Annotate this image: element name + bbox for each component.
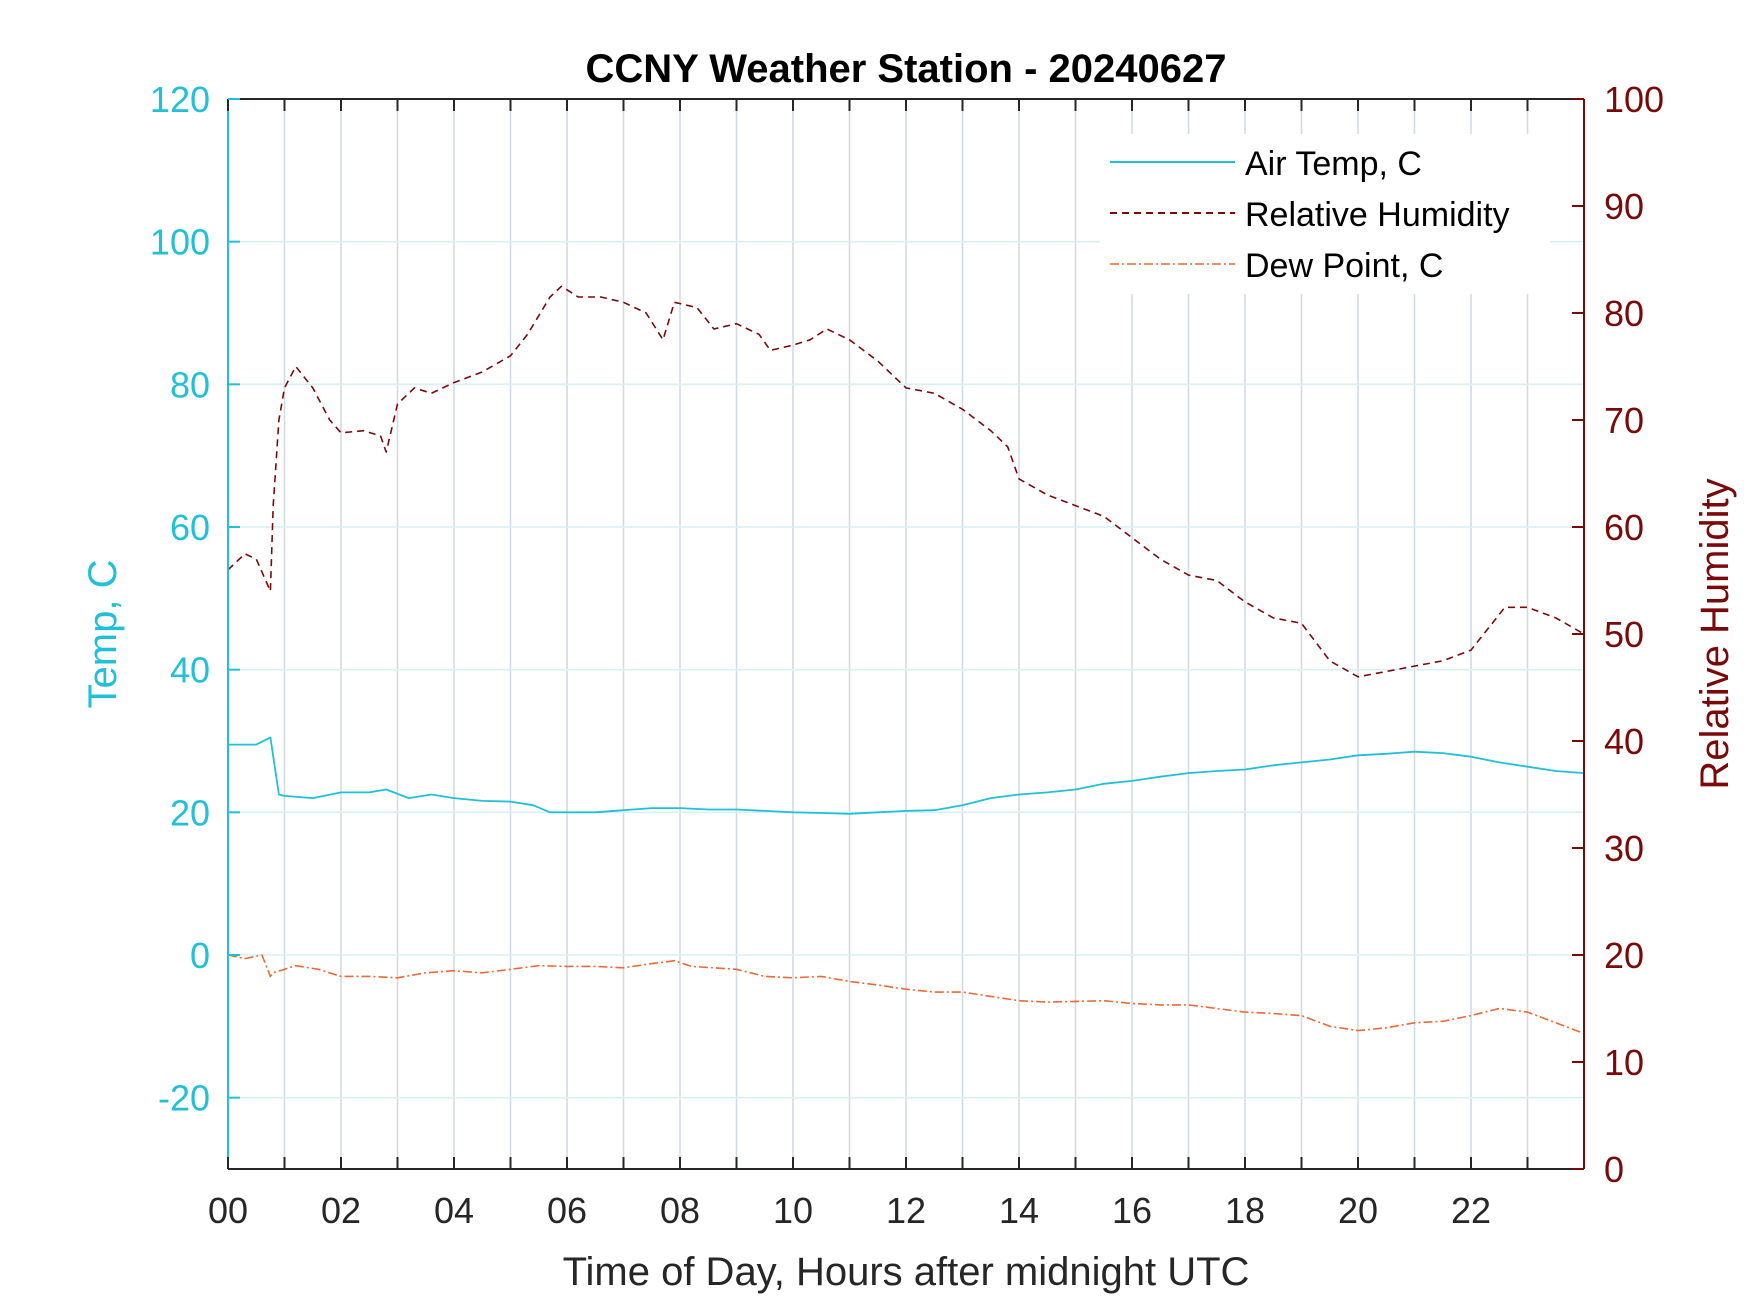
y-left-tick-label: 60 — [170, 507, 210, 548]
legend-label-air-temp: Air Temp, C — [1245, 145, 1422, 183]
x-tick-label: 12 — [886, 1190, 926, 1231]
x-tick-label: 02 — [321, 1190, 361, 1231]
series-line-2 — [227, 954, 1585, 1035]
y-right-tick-label: 100 — [1604, 79, 1664, 120]
y-left-tick-label: 120 — [150, 79, 210, 120]
y-right-tick-label: 30 — [1604, 828, 1644, 869]
legend-label-dew-point: Dew Point, C — [1245, 247, 1443, 285]
y-right-tick-label: 80 — [1604, 293, 1644, 334]
y-left-tick-label: 20 — [170, 792, 210, 833]
y-axis-label-left: Temp, C — [81, 560, 125, 709]
y-left-tick-label: -20 — [158, 1078, 210, 1119]
y-left-tick-label: 0 — [190, 935, 210, 976]
x-tick-label: 00 — [208, 1190, 248, 1231]
x-tick-label: 14 — [999, 1190, 1039, 1231]
y-left-tick-label: 40 — [170, 650, 210, 691]
ticks-layer: 00 02 04 06 08 10 12 14 16 18 20 22-200204060801001… — [150, 79, 1664, 1231]
y-right-tick-label: 70 — [1604, 400, 1644, 441]
x-tick-label: 04 — [434, 1190, 474, 1231]
y-right-tick-label: 10 — [1604, 1042, 1644, 1083]
y-right-tick-label: 40 — [1604, 721, 1644, 762]
legend-label-relative-humidity: Relative Humidity — [1245, 196, 1510, 234]
y-right-tick-label: 0 — [1604, 1149, 1624, 1190]
y-left-tick-label: 100 — [150, 222, 210, 263]
y-right-tick-label: 20 — [1604, 935, 1644, 976]
x-tick-label: 22 — [1451, 1190, 1491, 1231]
x-axis-label: Time of Day, Hours after midnight UTC — [563, 1250, 1250, 1294]
x-tick-label: 20 — [1338, 1190, 1378, 1231]
series-line-1 — [227, 285, 1585, 678]
x-tick-label: 16 — [1112, 1190, 1152, 1231]
legend: Air Temp, C Relative Humidity Dew Point,… — [1100, 134, 1550, 294]
x-tick-label: 06 — [547, 1190, 587, 1231]
series-layer — [227, 285, 1585, 1035]
y-right-tick-label: 90 — [1604, 186, 1644, 227]
grid-lines — [228, 98, 1584, 1169]
y-right-tick-label: 60 — [1604, 507, 1644, 548]
y-axis-label-right: Relative Humidity — [1693, 478, 1737, 789]
y-right-tick-label: 50 — [1604, 614, 1644, 655]
y-left-tick-label: 80 — [170, 364, 210, 405]
x-tick-label: 08 — [660, 1190, 700, 1231]
chart-title: CCNY Weather Station - 20240627 — [586, 47, 1227, 91]
series-line-0 — [228, 736, 1585, 815]
x-tick-label: 18 — [1225, 1190, 1265, 1231]
x-tick-label: 10 — [773, 1190, 813, 1231]
